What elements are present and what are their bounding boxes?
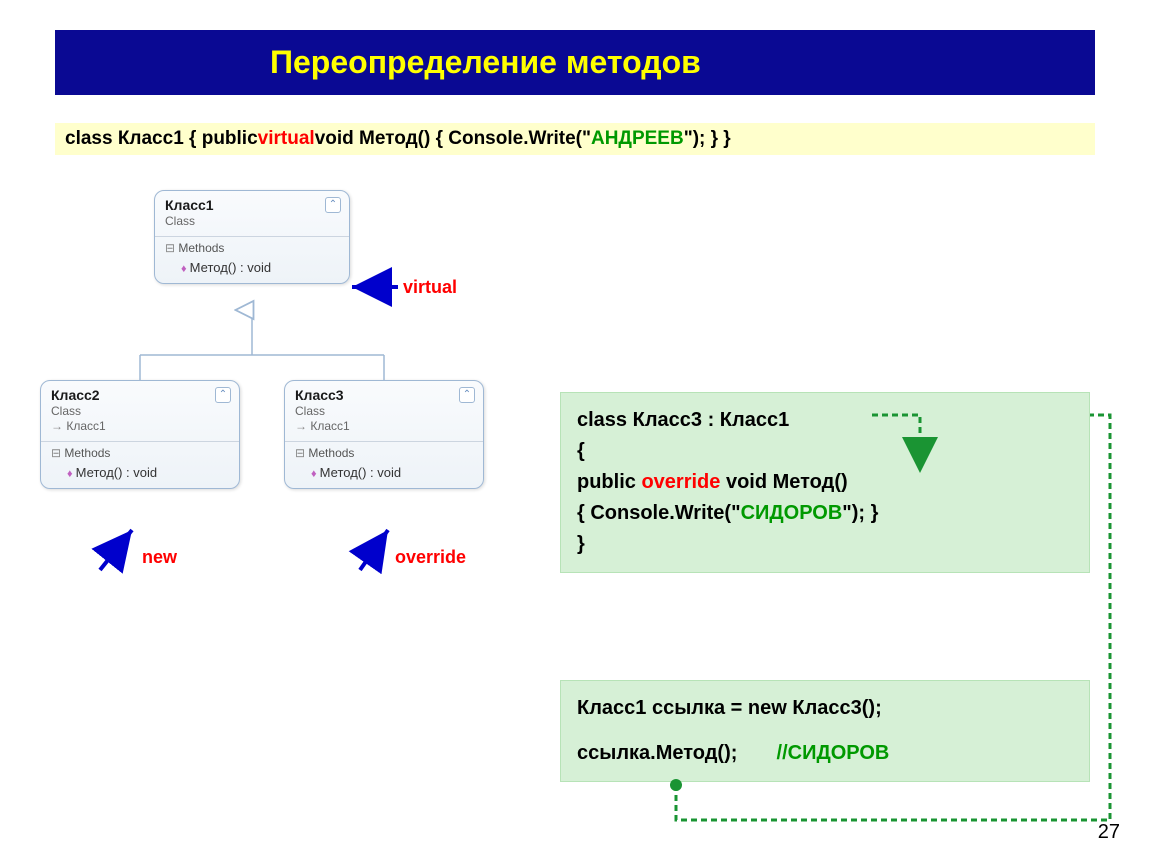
uml-class2: Класс2 Class Класс1 ⌃ Methods Метод() : … <box>40 380 240 489</box>
code-a-l3a: public <box>577 471 641 493</box>
collapse-icon: ⌃ <box>325 197 341 213</box>
code-a-l4c: "); } <box>842 502 878 524</box>
uml-class3-inherit: Класс1 <box>295 419 473 433</box>
slide-title-text: Переопределение методов <box>270 44 701 81</box>
uml-class1-section: Methods <box>155 237 349 257</box>
code-top-mid: void Метод() { Console.Write(" <box>315 128 591 150</box>
code-b-l1: Класс1 ссылка = new Класс3(); <box>577 693 1073 724</box>
code-block-usage: Класс1 ссылка = new Класс3(); ссылка.Мет… <box>560 680 1090 782</box>
code-declaration-bar: class Класс1 { public virtual void Метод… <box>55 123 1095 155</box>
collapse-icon: ⌃ <box>459 387 475 403</box>
uml-class2-title: Класс2 <box>51 387 229 403</box>
code-a-l4a: { Console.Write(" <box>577 502 741 524</box>
uml-class1-subtitle: Class <box>165 214 339 228</box>
code-block-class3: class Класс3 : Класс1 { public override … <box>560 392 1090 573</box>
string-sidorov: СИДОРОВ <box>741 502 843 524</box>
slide-title: Переопределение методов <box>55 30 1095 95</box>
uml-class1: Класс1 Class ⌃ Methods Метод() : void <box>154 190 350 284</box>
uml-class2-section: Methods <box>41 442 239 462</box>
keyword-override: override <box>641 471 720 493</box>
label-override: override <box>395 547 466 568</box>
comment-sidorov: СИДОРОВ <box>788 742 890 764</box>
uml-class2-inherit: Класс1 <box>51 419 229 433</box>
label-virtual: virtual <box>403 277 457 298</box>
uml-class3-method: Метод() : void <box>285 462 483 488</box>
keyword-virtual: virtual <box>258 128 315 150</box>
code-a-l2: { <box>577 436 1073 467</box>
code-a-l3c: void Метод() <box>720 471 847 493</box>
code-top-prefix: class Класс1 { public <box>65 128 258 150</box>
collapse-icon: ⌃ <box>215 387 231 403</box>
code-a-l1: class Класс3 : Класс1 <box>577 405 1073 436</box>
label-new: new <box>142 547 177 568</box>
uml-class2-method: Метод() : void <box>41 462 239 488</box>
uml-class3-section: Methods <box>285 442 483 462</box>
comment-slashes: // <box>777 742 788 764</box>
uml-class3-title: Класс3 <box>295 387 473 403</box>
uml-class3: Класс3 Class Класс1 ⌃ Methods Метод() : … <box>284 380 484 489</box>
page-number: 27 <box>1098 821 1120 844</box>
code-top-suffix: "); } } <box>684 128 731 150</box>
uml-class2-subtitle: Class <box>51 404 229 418</box>
uml-class1-title: Класс1 <box>165 197 339 213</box>
code-b-l2a: ссылка.Метод(); <box>577 742 737 764</box>
string-andreev: АНДРЕЕВ <box>591 128 684 150</box>
uml-class3-subtitle: Class <box>295 404 473 418</box>
uml-class1-method: Метод() : void <box>155 257 349 283</box>
code-a-l5: } <box>577 529 1073 560</box>
